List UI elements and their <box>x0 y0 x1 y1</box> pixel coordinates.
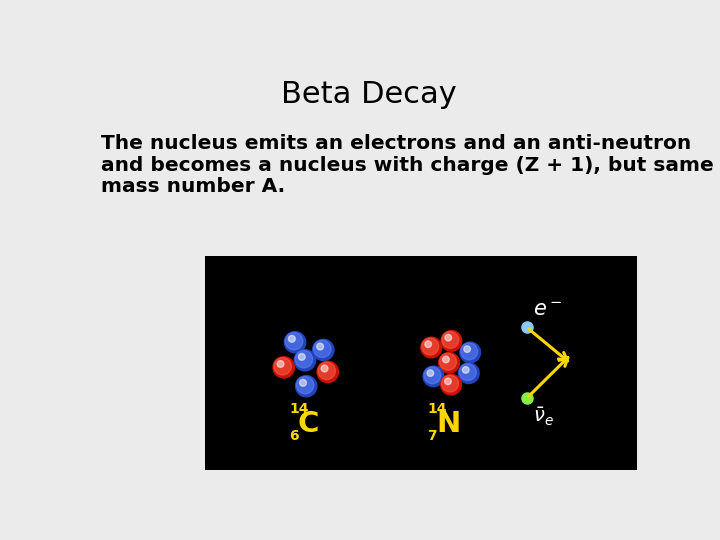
Circle shape <box>427 370 433 376</box>
Circle shape <box>459 363 479 383</box>
Circle shape <box>312 339 334 361</box>
Circle shape <box>273 357 294 378</box>
Text: 14: 14 <box>428 402 447 416</box>
Circle shape <box>421 337 441 358</box>
Text: The nucleus emits an electrons and an anti-neutron: The nucleus emits an electrons and an an… <box>101 134 691 153</box>
Circle shape <box>317 343 323 350</box>
Circle shape <box>294 350 315 371</box>
Circle shape <box>317 361 338 382</box>
Circle shape <box>289 335 295 342</box>
Circle shape <box>424 367 441 384</box>
Circle shape <box>445 334 451 341</box>
Circle shape <box>318 362 336 380</box>
Text: Beta Decay: Beta Decay <box>281 79 457 109</box>
Circle shape <box>445 378 451 384</box>
Text: and becomes a nucleus with charge (Z + 1), but same: and becomes a nucleus with charge (Z + 1… <box>101 156 714 174</box>
Text: $\bar{\nu}_e$: $\bar{\nu}_e$ <box>533 406 554 428</box>
Text: $e^-$: $e^-$ <box>533 300 562 320</box>
Bar <box>204 256 637 470</box>
Text: 14: 14 <box>289 402 309 416</box>
Text: 7: 7 <box>428 429 437 443</box>
Circle shape <box>441 330 462 351</box>
Text: 6: 6 <box>289 429 299 443</box>
Circle shape <box>298 354 305 360</box>
Circle shape <box>439 353 456 370</box>
Circle shape <box>438 353 459 373</box>
Circle shape <box>461 343 477 360</box>
Circle shape <box>277 361 284 367</box>
Circle shape <box>295 350 312 368</box>
Circle shape <box>423 366 444 387</box>
Circle shape <box>441 374 462 395</box>
Circle shape <box>284 332 306 353</box>
Circle shape <box>295 376 317 397</box>
Text: C: C <box>297 410 319 438</box>
Circle shape <box>321 365 328 372</box>
Text: mass number A.: mass number A. <box>101 177 285 196</box>
Circle shape <box>274 357 292 375</box>
Circle shape <box>422 338 438 355</box>
Circle shape <box>297 376 314 394</box>
Circle shape <box>462 367 469 373</box>
Circle shape <box>441 375 459 392</box>
Circle shape <box>460 342 480 363</box>
Circle shape <box>459 364 476 381</box>
Circle shape <box>300 380 307 386</box>
Circle shape <box>443 356 449 363</box>
Circle shape <box>464 346 470 353</box>
Circle shape <box>442 332 459 348</box>
Circle shape <box>425 341 431 348</box>
Circle shape <box>285 333 302 350</box>
Circle shape <box>313 340 331 357</box>
Text: N: N <box>436 410 460 438</box>
